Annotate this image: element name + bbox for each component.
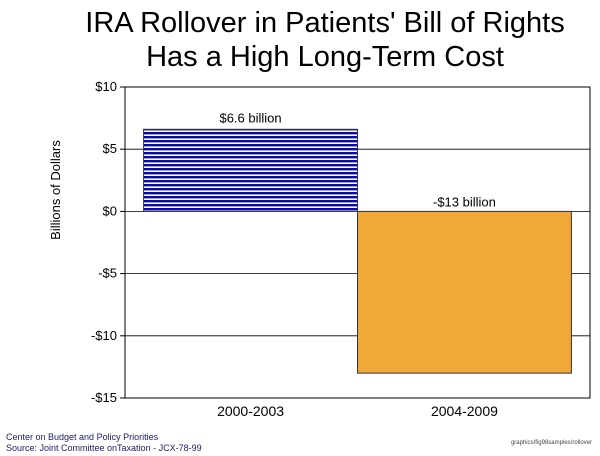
y-tick-label: $5 [103,141,117,156]
x-category-label: 2004-2009 [431,403,498,419]
data-label: -$13 billion [433,194,496,209]
y-tick-label: -$10 [91,328,117,343]
bars [143,128,572,374]
chart-title-line-1: IRA Rollover in Patients' Bill of Rights [85,7,564,39]
file-reference: graphics/fig98samples/rollover [510,440,592,446]
bar-2000-2003 [143,128,358,212]
y-axis-ticks: $10 $5 $0 -$5 -$10 -$15 [91,79,125,405]
source-credit-citation: Source: Joint Committee onTaxation - JCX… [6,443,202,453]
x-axis-labels: 2000-2003 2004-2009 [217,403,498,419]
source-credit-organization: Center on Budget and Policy Priorities [6,432,159,442]
y-axis-title: Billions of Dollars [48,140,63,240]
y-tick-label: -$5 [98,266,117,281]
plot-area-frame [124,86,591,399]
y-tick-label: $10 [95,79,117,94]
chart-title-line-2: Has a High Long-Term Cost [146,41,504,73]
x-category-label: 2000-2003 [217,403,284,419]
data-labels: $6.6 billion -$13 billion [219,110,495,209]
data-label: $6.6 billion [219,110,281,125]
bar-2004-2009 [357,210,572,374]
y-tick-label: $0 [103,203,117,218]
y-tick-label: -$15 [91,390,117,405]
